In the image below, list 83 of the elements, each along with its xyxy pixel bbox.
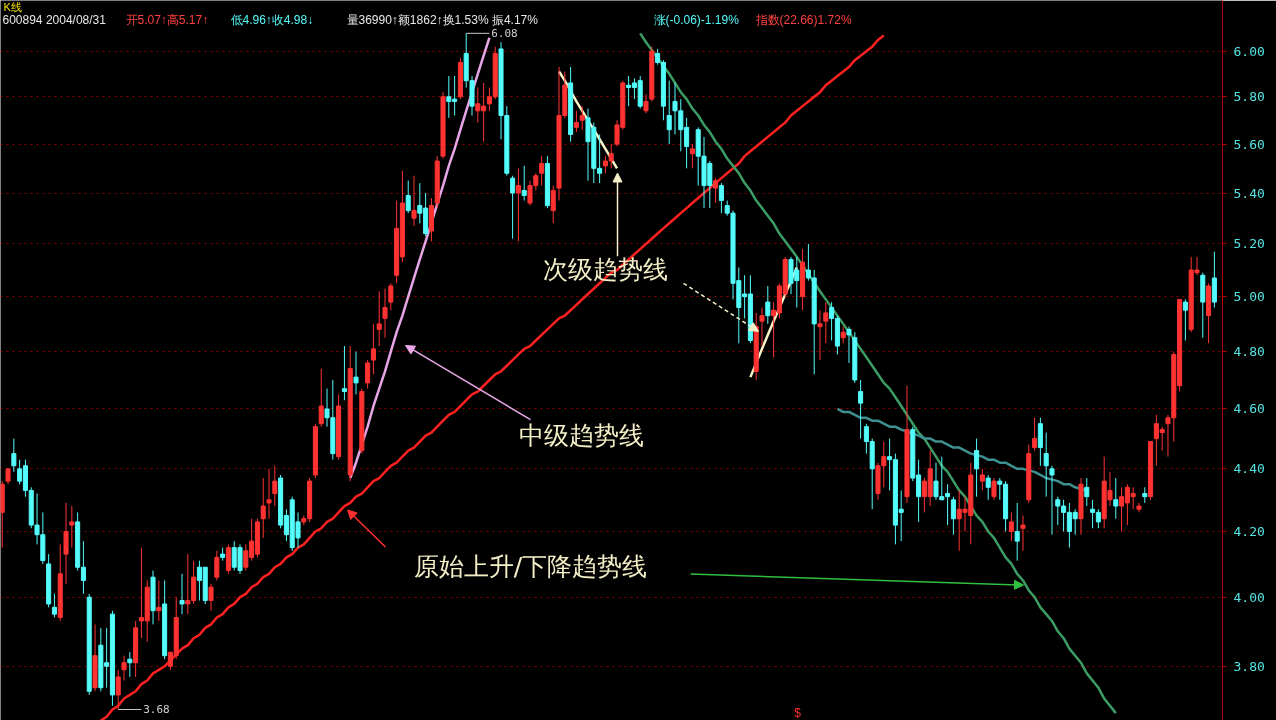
candlestick <box>521 165 527 202</box>
candlestick <box>689 143 695 169</box>
annotation: 600894 2004/08/31 <box>2 12 107 27</box>
annotation: 中级趋势线 <box>519 421 644 451</box>
candlestick <box>765 285 771 325</box>
y-tick-label: 5.60 <box>1233 136 1265 152</box>
y-tick-label: 4.40 <box>1233 461 1265 477</box>
candlestick <box>370 323 376 375</box>
candlestick <box>1032 417 1038 452</box>
candlestick <box>1049 465 1055 536</box>
candlestick <box>979 468 985 491</box>
y-tick-label: 5.00 <box>1233 289 1265 305</box>
y-tick-label: 5.20 <box>1233 236 1265 252</box>
annotation: 低4.96↑收4.98↓ <box>230 12 314 27</box>
candlestick <box>1037 417 1043 467</box>
y-tick-label: 5.80 <box>1233 89 1265 105</box>
candlestick <box>1020 515 1026 552</box>
annotation: 3.68 <box>143 703 170 717</box>
annotation: 6.08 <box>491 27 518 41</box>
candlestick <box>272 465 278 507</box>
candlestick <box>974 438 980 498</box>
candlestick <box>376 290 382 347</box>
candlestick <box>510 175 516 240</box>
candlestick <box>214 550 220 581</box>
candlestick <box>225 543 231 575</box>
chart-title: K线 <box>3 0 22 13</box>
annotation: 开5.07↑高5.17↑ <box>125 12 209 27</box>
candlestick <box>208 583 214 612</box>
candlestick <box>69 505 75 549</box>
candlestick <box>51 593 57 619</box>
candlestick <box>341 345 347 401</box>
candlestick <box>127 651 133 678</box>
candlestick <box>666 80 672 145</box>
annotation: 涨(-0.06)-1.19% <box>653 12 740 27</box>
candlestick <box>579 105 585 131</box>
candlestick <box>539 155 545 187</box>
candlestick <box>718 182 724 214</box>
candlestick <box>266 468 272 520</box>
candlestick <box>1008 511 1014 542</box>
candlestick <box>713 177 719 204</box>
candlestick <box>382 288 388 339</box>
candlestick <box>11 438 17 473</box>
annotation: 原始上升/下降趋势线 <box>413 551 648 581</box>
candlestick <box>1182 298 1188 341</box>
candlestick <box>63 502 69 585</box>
y-tick-label: 3.80 <box>1233 658 1265 674</box>
candlestick <box>260 477 266 539</box>
candlestick <box>550 185 556 224</box>
candlestick <box>411 175 417 227</box>
candlestick <box>823 301 829 344</box>
candlestick <box>121 655 127 682</box>
candlestick <box>817 309 823 361</box>
candlestick <box>405 180 411 214</box>
candlestick <box>388 282 394 311</box>
annotation: 指数(22.66)1.72% <box>754 12 852 27</box>
candlestick <box>846 326 852 364</box>
annotation: 量36990↑额1862↑换1.53% 振4.17% <box>346 12 539 27</box>
candlestick <box>1043 432 1049 498</box>
candlestick <box>365 359 371 390</box>
candlestick <box>759 307 765 347</box>
candlestick <box>353 351 359 395</box>
candlestick <box>179 573 185 615</box>
candlestick <box>950 496 956 536</box>
candlestick <box>1084 477 1090 507</box>
candlestick <box>858 379 864 440</box>
annotation: 次级趋势线 <box>543 254 668 284</box>
y-tick-label: 6.00 <box>1233 43 1265 59</box>
y-tick-label: 4.20 <box>1233 523 1265 539</box>
candlestick <box>515 167 521 242</box>
candlestick <box>985 474 991 501</box>
candlestick <box>643 93 649 114</box>
y-tick-label: 4.80 <box>1233 344 1265 360</box>
y-tick-label: 5.40 <box>1233 185 1265 201</box>
candlestick <box>156 579 162 622</box>
candlestick <box>1113 477 1119 520</box>
candlestick <box>1014 502 1020 562</box>
candlestick <box>115 669 121 710</box>
annotation: $ <box>794 706 802 720</box>
candlestick <box>991 477 997 501</box>
candlestick <box>318 368 324 428</box>
candlestick <box>573 110 579 133</box>
y-tick-label: 4.00 <box>1233 589 1265 605</box>
y-tick-label: 4.60 <box>1233 401 1265 417</box>
